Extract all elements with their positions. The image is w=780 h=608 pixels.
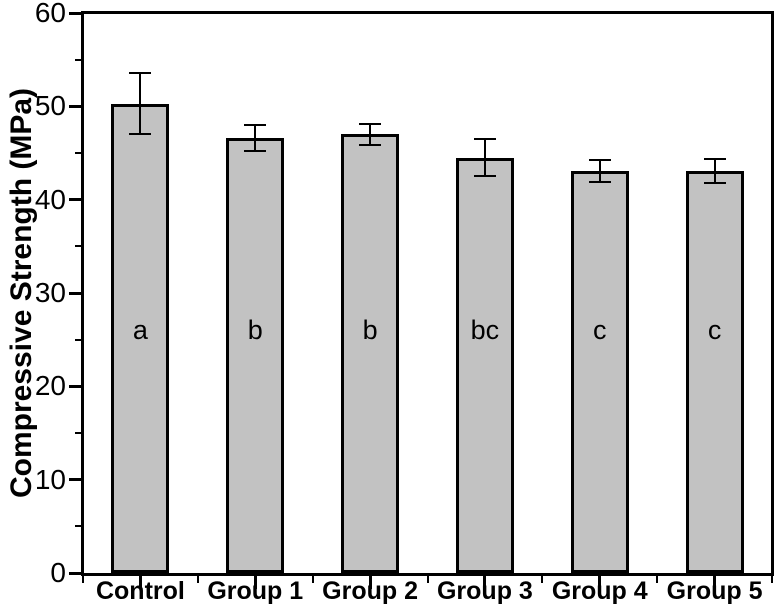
bar-group-5 (685, 170, 744, 573)
error-bar-line (369, 124, 372, 145)
bar-group-2 (341, 134, 400, 573)
x-axis-major-tick (138, 575, 142, 589)
y-axis-tick-label: 20 (34, 370, 66, 402)
significance-letter: c (593, 315, 607, 345)
error-bar-bottom-cap (244, 150, 267, 153)
x-axis-minor-tick (82, 575, 84, 583)
y-axis-minor-tick (75, 245, 82, 248)
x-axis-minor-tick (541, 575, 544, 583)
y-axis-major-tick (69, 291, 82, 295)
x-axis-minor-tick (656, 575, 659, 583)
x-axis-category-label: Group 5 (666, 577, 763, 605)
y-axis-minor-tick (75, 432, 82, 434)
significance-letter: c (707, 315, 722, 345)
x-axis-major-tick (253, 575, 257, 589)
error-bar-top-cap (129, 71, 152, 74)
error-bar-line (483, 139, 486, 177)
y-axis-major-tick (69, 478, 82, 482)
y-axis-major-tick (69, 198, 82, 202)
y-axis-major-tick (69, 571, 82, 575)
y-axis-tick-label: 60 (34, 0, 66, 28)
y-axis-minor-tick (75, 58, 82, 61)
x-axis-minor-tick (311, 575, 314, 583)
x-axis-category-label: Group 2 (322, 577, 418, 605)
bar-group-1 (226, 138, 285, 573)
y-axis-minor-tick (75, 525, 82, 528)
bar-group-4 (570, 170, 629, 573)
y-axis-major-tick (69, 11, 82, 15)
x-axis-minor-tick (426, 575, 429, 583)
x-axis-major-tick (483, 575, 487, 589)
bar-group-3 (455, 157, 514, 573)
error-bar-line (713, 158, 716, 183)
error-bar-bottom-cap (588, 180, 611, 183)
y-axis-tick-label: 0 (50, 557, 66, 588)
y-axis-tick-label: 30 (34, 277, 66, 308)
y-axis-tick-label: 40 (34, 183, 66, 215)
x-axis-category-label: Group 3 (436, 577, 533, 605)
x-axis-major-tick (368, 575, 372, 589)
x-axis-category-label: Group 1 (207, 577, 304, 605)
y-axis-tick-label: 10 (34, 463, 66, 495)
y-axis-major-tick (69, 384, 82, 388)
x-axis-minor-tick (771, 575, 773, 583)
error-bar-bottom-cap (703, 181, 726, 184)
error-bar-line (254, 125, 257, 152)
error-bar-top-cap (703, 157, 726, 160)
significance-letter: bc (470, 315, 500, 345)
error-bar-bottom-cap (129, 133, 152, 136)
x-axis-category-label: Control (95, 577, 185, 605)
y-axis-tick-label: 50 (34, 90, 66, 122)
y-axis-minor-tick (75, 338, 82, 341)
significance-letter: a (132, 315, 148, 345)
error-bar-line (598, 159, 601, 182)
x-axis-major-tick (713, 575, 717, 589)
y-axis-minor-tick (75, 152, 82, 154)
x-axis-minor-tick (196, 575, 199, 583)
error-bar-top-cap (359, 123, 382, 126)
x-axis-major-tick (598, 575, 602, 589)
y-axis-major-tick (69, 104, 82, 108)
x-axis-category-label: Group 4 (551, 577, 648, 605)
error-bar-top-cap (588, 158, 611, 161)
bar-control (111, 103, 170, 573)
plot-area (81, 11, 774, 576)
error-bar-bottom-cap (359, 143, 382, 146)
significance-letter: b (247, 315, 263, 345)
significance-letter: b (362, 315, 378, 345)
error-bar-bottom-cap (473, 175, 496, 178)
error-bar-top-cap (473, 138, 496, 140)
error-bar-top-cap (244, 124, 267, 126)
error-bar-line (139, 72, 142, 135)
